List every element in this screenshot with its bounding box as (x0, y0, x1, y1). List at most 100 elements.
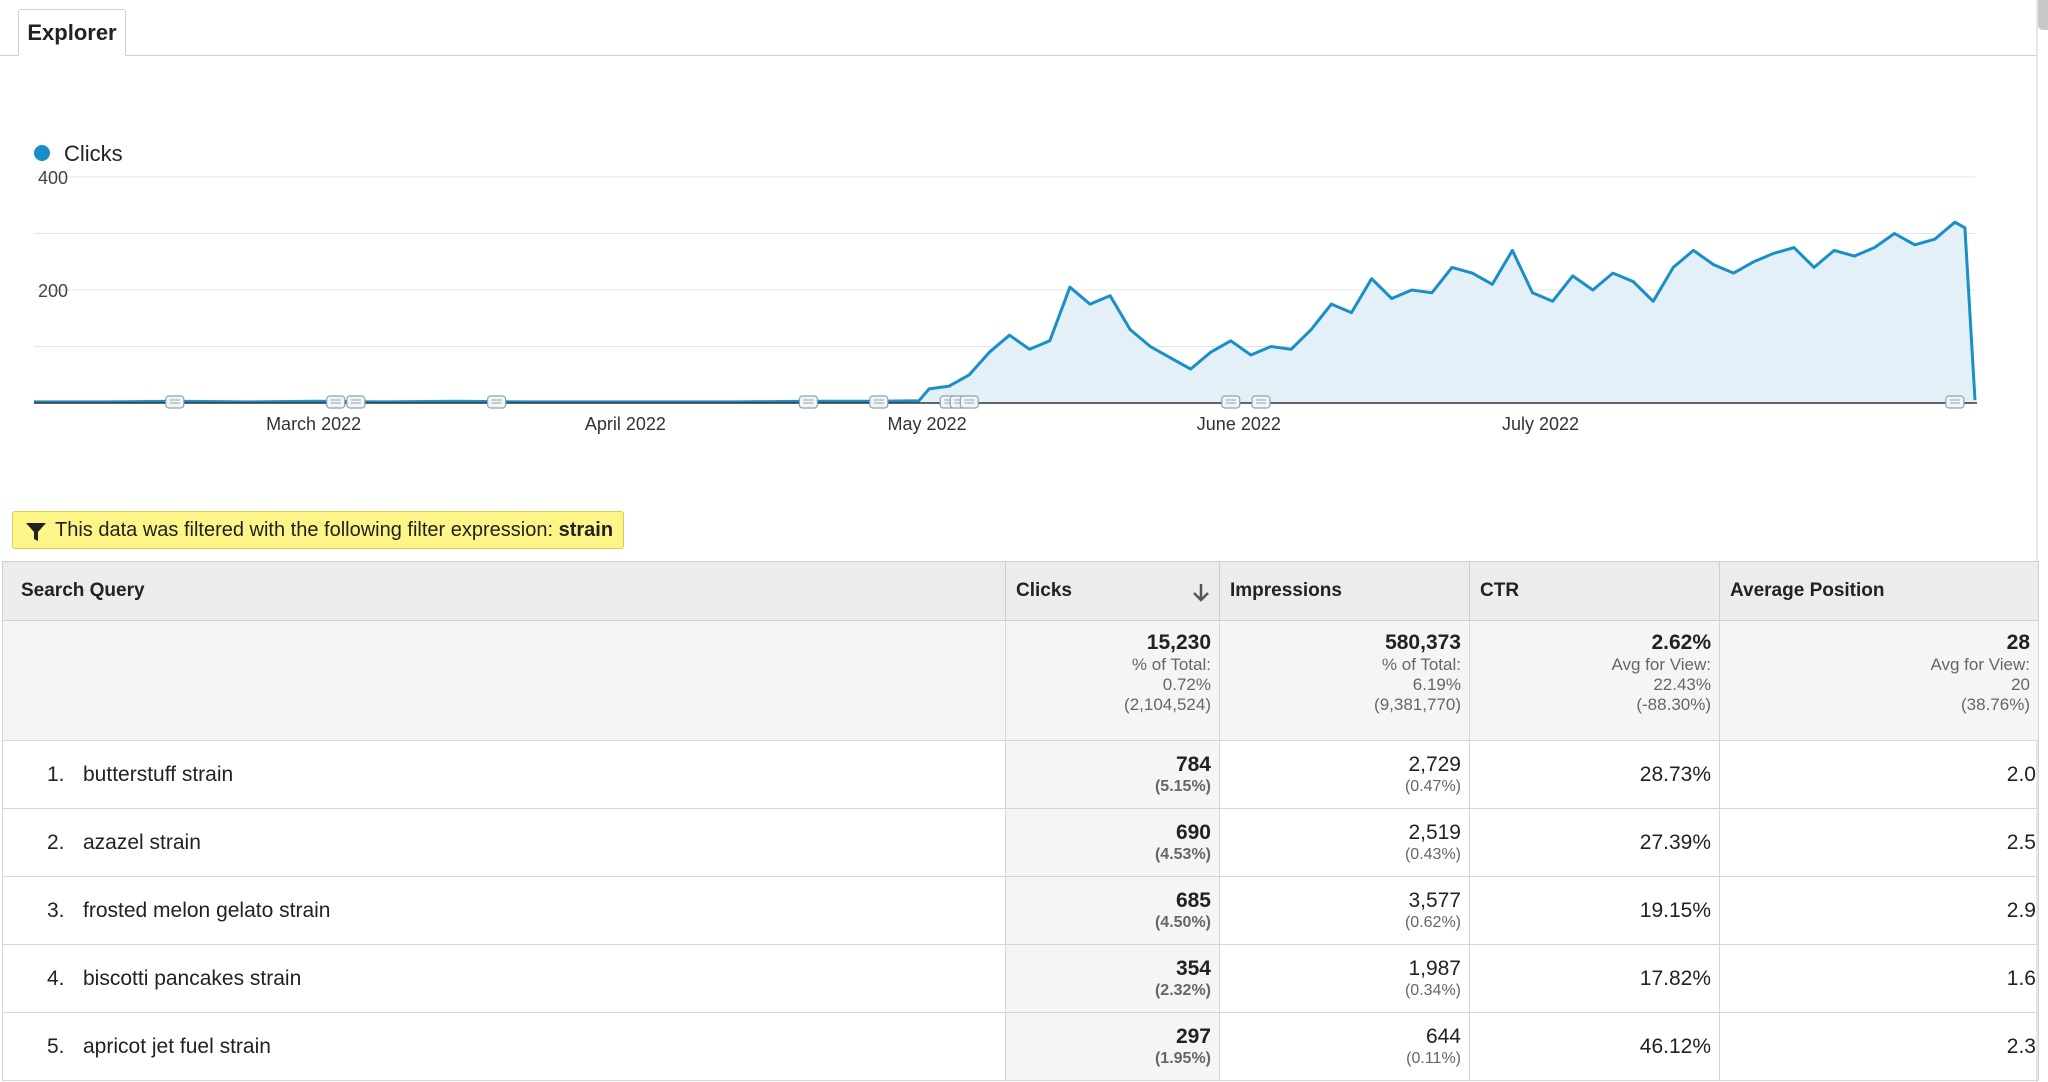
totals-ctr: 2.62% Avg for View: 22.43% (-88.30%) (1469, 620, 1720, 741)
row-impressions: 1,987 (0.34%) (1219, 944, 1470, 1013)
row-query[interactable]: 1. butterstuff strain (2, 740, 1006, 809)
row-ctr: 46.12% (1469, 1012, 1720, 1081)
row-clicks-value: 690 (1175, 820, 1211, 844)
x-tick-label: June 2022 (1197, 414, 1281, 434)
table-header-row: Search Query Clicks Impressions CTR Aver… (2, 561, 2039, 621)
header-search-query[interactable]: Search Query (2, 561, 1006, 621)
filter-icon (26, 523, 46, 541)
row-ctr-value: 28.73% (1639, 762, 1711, 786)
scrollbar-thumb[interactable] (2038, 0, 2048, 30)
row-ctr: 27.39% (1469, 808, 1720, 877)
row-position-value: 2.5 (2006, 830, 2036, 854)
row-number: 5. (47, 1034, 65, 1058)
x-tick-label: April 2022 (585, 414, 666, 434)
row-impressions-value: 1,987 (1408, 956, 1461, 980)
row-impressions-value: 2,519 (1408, 820, 1461, 844)
header-impressions[interactable]: Impressions (1219, 561, 1470, 621)
row-clicks: 690 (4.53%) (1005, 808, 1220, 877)
row-position: 1.6 (1719, 944, 2039, 1013)
totals-impressions-value: 580,373 (1385, 631, 1461, 654)
row-clicks-value: 685 (1175, 888, 1211, 912)
totals-impressions-total: (9,381,770) (1374, 695, 1461, 714)
row-ctr: 28.73% (1469, 740, 1720, 809)
row-clicks: 354 (2.32%) (1005, 944, 1220, 1013)
row-query-link[interactable]: frosted melon gelato strain (83, 898, 331, 922)
table-row[interactable]: 1. butterstuff strain 784 (5.15%) 2,729 (0.47… (2, 740, 2039, 809)
table-row[interactable]: 5. apricot jet fuel strain 297 (1.95%) 644 (0… (2, 1012, 2039, 1081)
annotation-marker[interactable] (869, 395, 889, 409)
row-query-link[interactable]: butterstuff strain (83, 762, 234, 786)
totals-clicks-caption: % of Total: (1131, 655, 1211, 674)
totals-ctr-view-avg: 22.43% (1653, 675, 1711, 694)
row-clicks-percent: (2.32%) (1154, 981, 1211, 999)
totals-ctr-caption: Avg for View: (1611, 655, 1711, 674)
sort-descending-icon[interactable] (1191, 582, 1211, 604)
annotation-marker[interactable] (487, 395, 507, 409)
annotation-marker[interactable] (326, 395, 346, 409)
row-query-link[interactable]: biscotti pancakes strain (83, 966, 302, 990)
row-impressions: 644 (0.11%) (1219, 1012, 1470, 1081)
filter-text: This data was filtered with the followin… (55, 519, 559, 541)
row-impressions: 2,519 (0.43%) (1219, 808, 1470, 877)
totals-row: 15,230 % of Total: 0.72% (2,104,524) 580… (2, 620, 2039, 741)
clicks-chart: 400 200 March 2022 April 2022 May 2022 June … (34, 168, 1977, 434)
row-clicks-percent: (4.53%) (1154, 845, 1211, 863)
header-ctr[interactable]: CTR (1469, 561, 1720, 621)
annotation-marker[interactable] (1221, 395, 1241, 409)
totals-clicks-value: 15,230 (1146, 631, 1211, 654)
table-row[interactable]: 4. biscotti pancakes strain 354 (2.32%) 1,98… (2, 944, 2039, 1013)
totals-position-value: 28 (2006, 631, 2030, 654)
legend-label: Clicks (64, 141, 123, 166)
row-number: 1. (47, 762, 65, 786)
annotation-marker[interactable] (1945, 395, 1965, 409)
row-query-link[interactable]: azazel strain (83, 830, 201, 854)
row-impressions: 3,577 (0.62%) (1219, 876, 1470, 945)
row-position-value: 2.9 (2006, 898, 2036, 922)
row-ctr-value: 46.12% (1639, 1034, 1711, 1058)
totals-position: 28 Avg for View: 20 (38.76%) (1719, 620, 2039, 741)
header-average-position[interactable]: Average Position (1719, 561, 2039, 621)
filter-expression: strain (558, 519, 614, 541)
annotation-marker[interactable] (346, 395, 366, 409)
filter-notice: This data was filtered with the followin… (12, 511, 625, 549)
totals-impressions: 580,373 % of Total: 6.19% (9,381,770) (1219, 620, 1470, 741)
tab-explorer[interactable]: Explorer (18, 9, 126, 56)
annotation-marker[interactable] (798, 395, 818, 409)
row-clicks-value: 784 (1175, 752, 1211, 776)
clicks-line (34, 220, 1977, 404)
row-clicks-value: 354 (1175, 956, 1211, 980)
x-tick-label: March 2022 (266, 414, 361, 434)
totals-position-caption: Avg for View: (1930, 655, 2030, 674)
row-query-link[interactable]: apricot jet fuel strain (83, 1034, 271, 1058)
row-ctr: 17.82% (1469, 944, 1720, 1013)
totals-label-cell (2, 620, 1006, 741)
totals-position-view-avg: 20 (2011, 675, 2030, 694)
annotation-marker[interactable] (1251, 395, 1271, 409)
scrollbar-track[interactable] (2036, 0, 2038, 1082)
header-clicks[interactable]: Clicks (1005, 561, 1220, 621)
annotation-marker[interactable] (165, 395, 185, 409)
row-query[interactable]: 4. biscotti pancakes strain (2, 944, 1006, 1013)
y-tick-label: 400 (38, 168, 68, 188)
row-position: 2.0 (1719, 740, 2039, 809)
row-clicks: 685 (4.50%) (1005, 876, 1220, 945)
x-tick-label: July 2022 (1502, 414, 1579, 434)
row-impressions-percent: (0.62%) (1404, 913, 1461, 931)
row-position-value: 2.3 (2006, 1034, 2036, 1058)
y-tick-label: 200 (38, 281, 68, 301)
row-query[interactable]: 2. azazel strain (2, 808, 1006, 877)
row-number: 3. (47, 898, 65, 922)
row-clicks-percent: (1.95%) (1154, 1049, 1211, 1067)
chart-x-labels: March 2022 April 2022 May 2022 June 2022 Jul… (266, 414, 1579, 434)
row-clicks-value: 297 (1175, 1024, 1211, 1048)
table-row[interactable]: 3. frosted melon gelato strain 685 (4.50%) 3… (2, 876, 2039, 945)
row-impressions-value: 3,577 (1408, 888, 1461, 912)
annotation-marker[interactable] (959, 395, 979, 409)
totals-ctr-value: 2.62% (1651, 631, 1711, 654)
row-clicks-percent: (4.50%) (1154, 913, 1211, 931)
table-row[interactable]: 2. azazel strain 690 (4.53%) 2,519 (0.43%) 27.… (2, 808, 2039, 877)
row-query[interactable]: 5. apricot jet fuel strain (2, 1012, 1006, 1081)
row-query[interactable]: 3. frosted melon gelato strain (2, 876, 1006, 945)
row-impressions-percent: (0.43%) (1404, 845, 1461, 863)
row-impressions-value: 644 (1425, 1024, 1461, 1048)
